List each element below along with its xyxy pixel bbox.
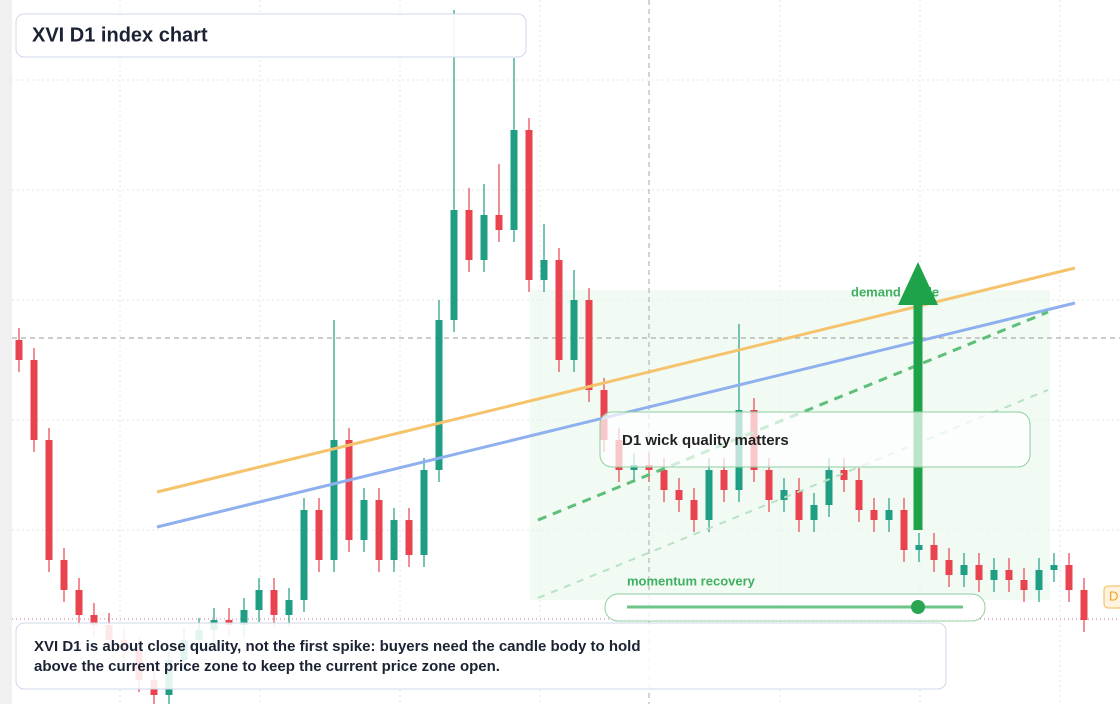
candle-body — [420, 470, 428, 555]
candle-body — [930, 545, 938, 560]
caption-line: above the current price zone to keep the… — [34, 658, 500, 675]
candle-body — [660, 470, 668, 490]
slider-knob[interactable] — [911, 600, 925, 614]
price-tag — [1103, 585, 1120, 609]
candle-body — [675, 490, 683, 500]
candle-body — [840, 470, 848, 480]
candle-body — [300, 510, 308, 600]
candle-body — [450, 210, 458, 320]
note-text: D1 wick quality matters — [622, 432, 789, 449]
candle-body — [900, 510, 908, 550]
candle-body — [15, 340, 23, 360]
title-box — [15, 13, 527, 58]
candle-body — [510, 130, 518, 230]
candle-body — [1065, 565, 1073, 590]
candle-body — [345, 440, 353, 540]
candle-body — [435, 320, 443, 470]
candle-body — [825, 470, 833, 505]
arrow-head — [898, 262, 938, 305]
candle-body — [765, 470, 773, 500]
candle-body — [795, 490, 803, 520]
candle-body — [255, 590, 263, 610]
slider-label: momentum recovery — [627, 573, 756, 588]
candle-body — [885, 510, 893, 520]
candle-body — [75, 590, 83, 615]
candle-body — [405, 520, 413, 555]
candle-body — [555, 260, 563, 360]
candle-body — [375, 500, 383, 560]
candle-body — [525, 130, 533, 280]
candle-body — [945, 560, 953, 575]
candle-body — [270, 590, 278, 615]
caption-box — [15, 622, 947, 690]
caption-line: XVI D1 is about close quality, not the f… — [34, 638, 641, 655]
candle-body — [240, 610, 248, 625]
candle-body — [30, 360, 38, 440]
candle-body — [480, 215, 488, 260]
candle-body — [810, 505, 818, 520]
candle-body — [975, 565, 983, 580]
candle-body — [570, 300, 578, 360]
candle-body — [855, 480, 863, 510]
candle-body — [330, 440, 338, 560]
candle-body — [915, 545, 923, 550]
candle-body — [990, 570, 998, 580]
candle-body — [495, 215, 503, 230]
candle-body — [465, 210, 473, 260]
candle-body — [315, 510, 323, 560]
candle-body — [90, 615, 98, 625]
candle-body — [45, 440, 53, 560]
note-box — [599, 411, 1031, 468]
price-tag-text: D — [1109, 588, 1118, 603]
candle-body — [1020, 580, 1028, 590]
candle-body — [360, 500, 368, 540]
candle-body — [1080, 590, 1088, 620]
candle-body — [540, 260, 548, 280]
left-edge — [0, 0, 12, 704]
candle-body — [720, 470, 728, 490]
candle-body — [960, 565, 968, 575]
candle-body — [690, 500, 698, 520]
candle-body — [1035, 570, 1043, 590]
candle-body — [585, 300, 593, 390]
candle-body — [870, 510, 878, 520]
candle-body — [1005, 570, 1013, 580]
candle-body — [705, 470, 713, 520]
candle-body — [390, 520, 398, 560]
candle-body — [285, 600, 293, 615]
candle-body — [60, 560, 68, 590]
chart-title: XVI D1 index chart — [32, 24, 208, 46]
candle-body — [1050, 565, 1058, 570]
candle-body — [780, 490, 788, 500]
